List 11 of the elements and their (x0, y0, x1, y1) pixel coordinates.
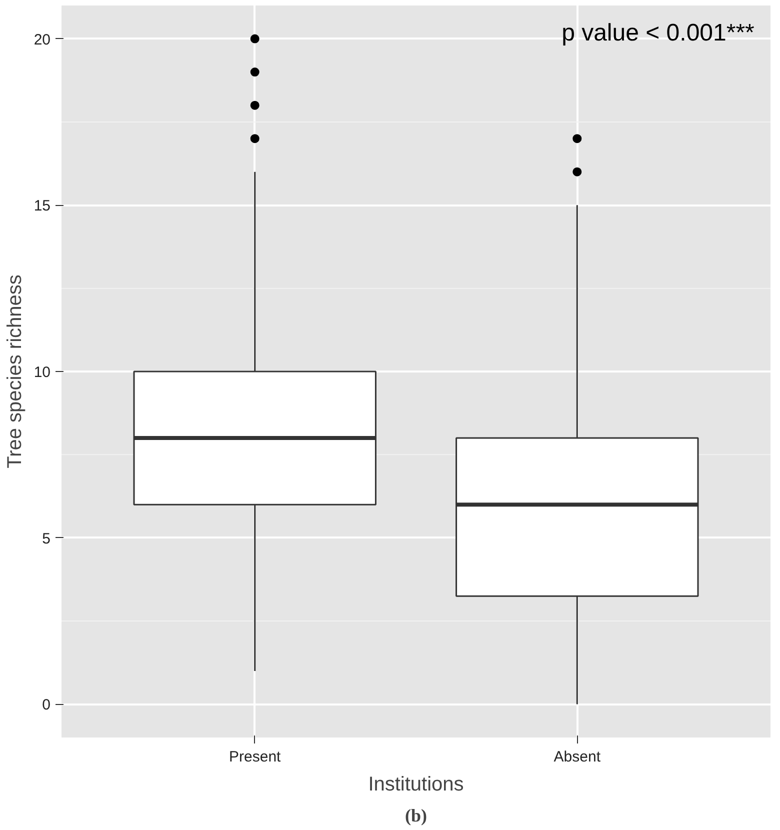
y-tick-label: 20 (34, 31, 51, 48)
x-tick-label: Absent (554, 748, 602, 766)
y-axis-title: Tree species richness (4, 274, 26, 468)
text: (b) (405, 806, 428, 826)
x-tick-label: Present (229, 748, 282, 766)
y-tick-label: 10 (34, 364, 51, 381)
y-tick-label: 5 (42, 530, 50, 548)
y-tick-label: 15 (34, 198, 51, 215)
x-axis-title: Institutions (368, 774, 464, 796)
y-tick-label: 0 (42, 696, 50, 714)
annotation: p value < 0.001*** (562, 20, 754, 46)
